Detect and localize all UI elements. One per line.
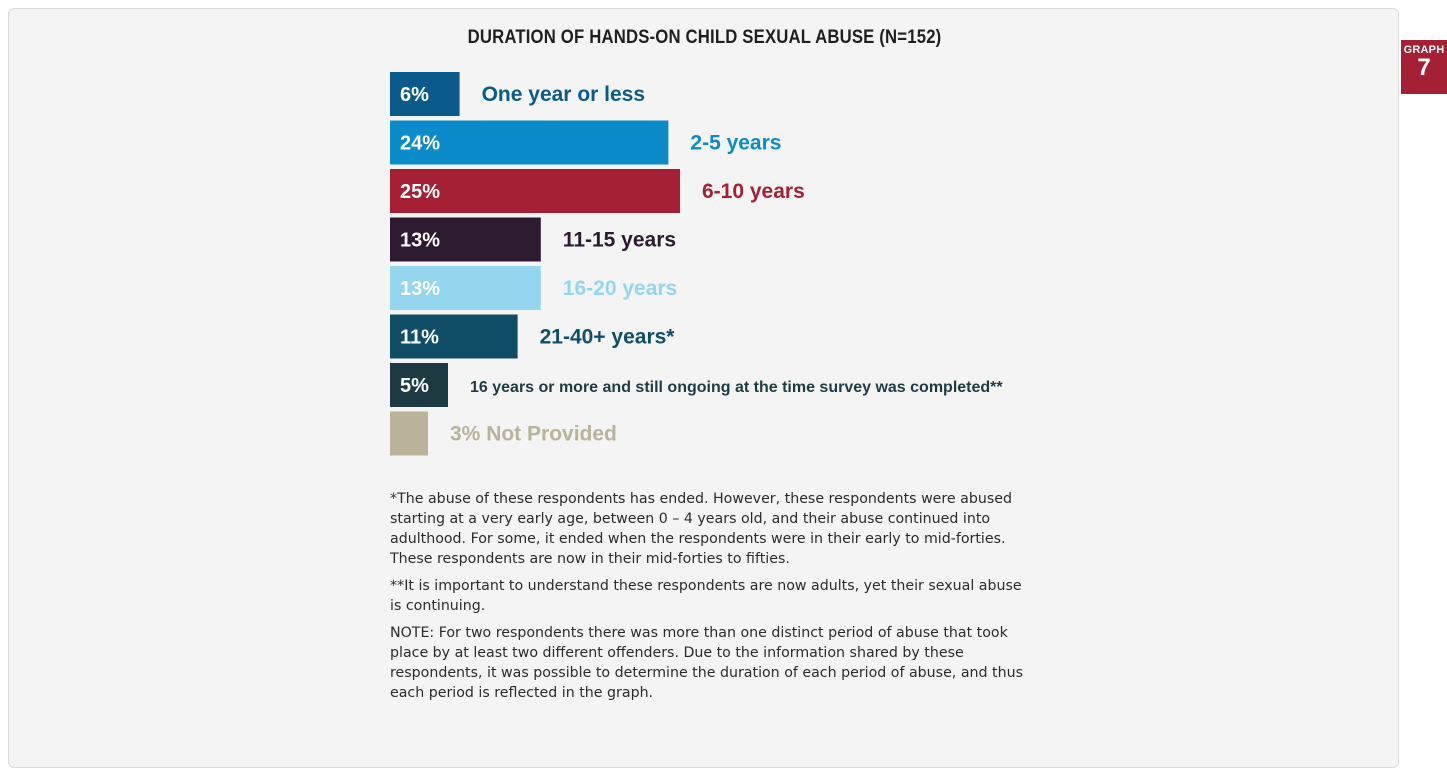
bar-2: [390, 169, 680, 213]
bar-1: [390, 120, 669, 165]
bar-6: [390, 363, 448, 407]
bar-5: [390, 314, 518, 359]
bar-category-label-2: 6-10 years: [702, 180, 805, 203]
bar-value-label-5: 11%: [400, 327, 439, 349]
bar-category-label-5: 21-40+ years*: [540, 326, 676, 349]
footnote-note: NOTE: For two respondents there was more…: [390, 625, 1023, 701]
graph-badge-word: GRAPH: [1403, 44, 1445, 56]
bar-category-label-0: One year or less: [482, 83, 645, 106]
footnote-ongoing: **It is important to understand these re…: [390, 578, 1022, 614]
bar-value-label-0: 6%: [400, 84, 429, 106]
footnotes: *The abuse of these respondents has ende…: [390, 489, 1030, 710]
bar-7: [390, 411, 428, 456]
bar-value-label-7: 3%: [450, 423, 486, 446]
bar-value-label-6: 5%: [400, 375, 429, 397]
bar-category-label-3: 11-15 years: [563, 229, 676, 252]
bar-category-label-4: 16-20 years: [563, 277, 677, 300]
chart-title: DURATION OF HANDS-ON CHILD SEXUAL ABUSE …: [467, 27, 942, 48]
bar-4: [390, 266, 541, 310]
chart-panel: DURATION OF HANDS-ON CHILD SEXUAL ABUSE …: [8, 8, 1399, 768]
graph-badge: GRAPH 7: [1401, 40, 1447, 94]
bar-value-label-4: 13%: [400, 278, 440, 300]
bar-0: [390, 72, 460, 116]
bar-value-label-3: 13%: [400, 230, 440, 252]
bar-category-label-7: 3% Not Provided: [450, 423, 617, 446]
bar-category-label-6: 16 years or more and still ongoing at th…: [470, 379, 1003, 396]
bar-3: [390, 217, 541, 262]
bar-value-label-1: 24%: [400, 133, 440, 155]
bar-value-label-2: 25%: [400, 181, 440, 203]
bar-category-label-1: 2-5 years: [690, 132, 781, 155]
bar-chart: 6% One year or less 24% 2-5 years 25% 6-10 ye…: [390, 72, 1003, 456]
graph-badge-number: 7: [1417, 54, 1431, 81]
footnote-ended: *The abuse of these respondents has ende…: [390, 491, 1012, 567]
